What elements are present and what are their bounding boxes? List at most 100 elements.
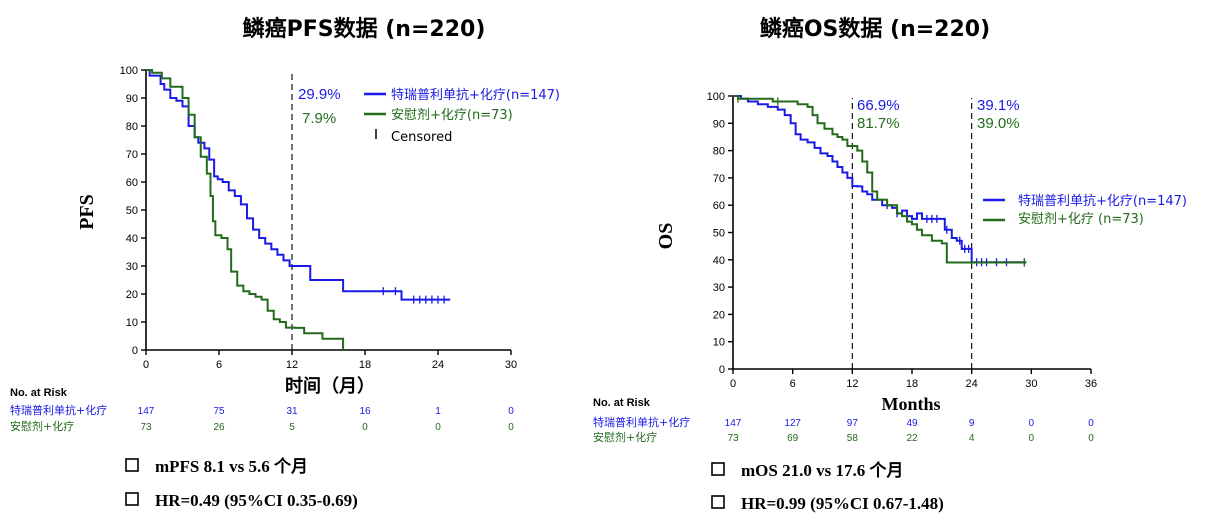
pfs-title: 鳞癌PFS数据 (n=220) <box>243 16 486 42</box>
pfs-x-tick-label: 0 <box>143 359 149 371</box>
os-risk-value: 0 <box>1088 418 1094 429</box>
pfs-y-tick-label: 90 <box>126 93 138 105</box>
os-y-tick-label: 60 <box>713 200 725 212</box>
pfs-y-tick-label: 30 <box>126 261 138 273</box>
pfs-y-tick-label: 80 <box>126 121 138 133</box>
os-risk-row-label-treatment: 特瑞普利单抗+化疗 <box>593 415 690 429</box>
os-annotation-treatment-12m: 66.9% <box>857 97 900 114</box>
pfs-legend-label-treatment: 特瑞普利单抗+化疗(n=147) <box>391 88 560 103</box>
pfs-summary-median: mPFS 8.1 vs 5.6 个月 <box>155 456 308 476</box>
pfs-summary-bullet-1 <box>125 458 139 472</box>
pfs-y-tick-label: 60 <box>126 177 138 189</box>
pfs-x-tick-label: 6 <box>216 359 222 371</box>
os-y-tick-label: 90 <box>713 118 725 130</box>
pfs-panel: 鳞癌PFS数据 (n=220) 0 6 12 18 24 3001020304050607… <box>10 16 560 510</box>
pfs-risk-value: 16 <box>359 406 371 417</box>
os-x-tick-label: 30 <box>1025 378 1037 390</box>
os-annotation-placebo-24m: 39.0% <box>977 115 1020 132</box>
pfs-risk-row-label-placebo: 安慰剂+化疗 <box>10 419 74 433</box>
os-risk-value: 73 <box>727 433 739 444</box>
os-y-tick-label: 10 <box>713 337 725 349</box>
pfs-risk-value: 0 <box>508 406 514 417</box>
pfs-legend-label-censored: Censored <box>391 130 452 145</box>
pfs-risk-table-values: 147 75 31 16 1 0 73 26 5 0 0 0 <box>138 406 515 433</box>
pfs-risk-value: 0 <box>435 422 441 433</box>
pfs-risk-value: 147 <box>138 406 155 417</box>
pfs-x-tick-label: 24 <box>432 359 444 371</box>
pfs-km-curve-placebo <box>146 69 345 350</box>
os-annotation-placebo-12m: 81.7% <box>857 115 900 132</box>
pfs-x-axis-title: 时间（月） <box>285 376 375 397</box>
pfs-x-tick-label: 18 <box>359 359 371 371</box>
os-x-tick-label: 36 <box>1085 378 1097 390</box>
os-risk-value: 0 <box>1029 418 1035 429</box>
os-x-tick-label: 0 <box>730 378 736 390</box>
os-risk-value: 97 <box>847 418 859 429</box>
os-x-tick-label: 24 <box>966 378 978 390</box>
pfs-annotation-treatment-12m: 29.9% <box>298 86 341 103</box>
os-x-tick-label: 18 <box>906 378 918 390</box>
os-risk-table-values: 147 127 97 49 9 0 0 73 69 58 22 4 0 0 <box>725 418 1095 444</box>
pfs-y-tick-label: 0 <box>132 345 138 357</box>
pfs-risk-row-label-treatment: 特瑞普利单抗+化疗 <box>10 403 107 417</box>
os-risk-value: 69 <box>787 433 799 444</box>
os-title: 鳞癌OS数据 (n=220) <box>760 16 990 42</box>
os-legend-label-treatment: 特瑞普利单抗+化疗(n=147) <box>1018 194 1187 209</box>
pfs-km-curve-treatment <box>146 69 451 301</box>
os-risk-value: 9 <box>969 418 975 429</box>
pfs-y-tick-label: 100 <box>120 65 138 77</box>
pfs-y-tick-label: 50 <box>126 205 138 217</box>
os-risk-value: 49 <box>906 418 918 429</box>
pfs-risk-value: 73 <box>140 422 152 433</box>
os-annotation-treatment-24m: 39.1% <box>977 97 1020 114</box>
os-km-curve-placebo <box>733 95 1027 264</box>
os-summary-hr: HR=0.99 (95%CI 0.67-1.48) <box>741 494 944 513</box>
os-risk-value: 58 <box>847 433 859 444</box>
pfs-plot-area: 0 6 12 18 24 30 0 10 20 30 40 50 60 70 80 90 100 <box>120 65 517 371</box>
os-y-tick-label: 40 <box>713 255 725 267</box>
os-panel: 鳞癌OS数据 (n=220) 0 6 12 18 24 30 360102030405060… <box>593 16 1187 513</box>
pfs-risk-value: 1 <box>435 406 441 417</box>
os-y-tick-label: 30 <box>713 282 725 294</box>
pfs-legend-label-placebo: 安慰剂+化疗(n=73) <box>391 108 513 123</box>
pfs-risk-value: 26 <box>213 422 225 433</box>
pfs-risk-value: 31 <box>286 406 298 417</box>
os-summary-median: mOS 21.0 vs 17.6 个月 <box>741 460 903 480</box>
os-risk-value: 147 <box>725 418 742 429</box>
pfs-x-tick-label: 12 <box>286 359 298 371</box>
os-x-tick-label: 6 <box>790 378 796 390</box>
os-plot-area: 0 6 12 18 24 30 36 0 10 20 30 40 50 60 70 80 90 100 <box>707 91 1097 390</box>
os-y-tick-label: 20 <box>713 309 725 321</box>
os-x-axis-title: Months <box>881 394 940 414</box>
os-risk-value: 127 <box>784 418 801 429</box>
os-x-tick-label: 12 <box>846 378 858 390</box>
os-y-tick-label: 0 <box>719 364 725 376</box>
os-risk-value: 0 <box>1029 433 1035 444</box>
os-y-tick-label: 80 <box>713 146 725 158</box>
pfs-risk-value: 5 <box>289 422 295 433</box>
pfs-summary-bullet-2 <box>125 492 139 506</box>
pfs-risk-value: 0 <box>362 422 368 433</box>
pfs-y-tick-label: 10 <box>126 317 138 329</box>
pfs-summary-hr: HR=0.49 (95%CI 0.35-0.69) <box>155 491 358 510</box>
pfs-y-tick-label: 40 <box>126 233 138 245</box>
pfs-y-tick-label: 20 <box>126 289 138 301</box>
pfs-risk-table-header: No. at Risk <box>10 387 68 399</box>
pfs-risk-value: 0 <box>508 422 514 433</box>
os-y-tick-label: 100 <box>707 91 725 103</box>
os-risk-value: 0 <box>1088 433 1094 444</box>
pfs-y-axis-title: PFS <box>76 194 98 230</box>
pfs-annotation-placebo-12m: 7.9% <box>302 110 336 127</box>
os-risk-row-label-placebo: 安慰剂+化疗 <box>593 430 657 444</box>
os-y-tick-label: 70 <box>713 173 725 185</box>
os-risk-value: 22 <box>906 433 918 444</box>
os-risk-table-header: No. at Risk <box>593 397 651 409</box>
pfs-x-tick-label: 30 <box>505 359 517 371</box>
os-summary-bullet-2 <box>711 495 725 509</box>
pfs-y-tick-label: 70 <box>126 149 138 161</box>
os-y-axis-title: OS <box>655 223 677 250</box>
os-legend-label-placebo: 安慰剂+化疗 (n=73) <box>1018 212 1144 227</box>
os-risk-value: 4 <box>969 433 975 444</box>
pfs-risk-value: 75 <box>213 406 225 417</box>
